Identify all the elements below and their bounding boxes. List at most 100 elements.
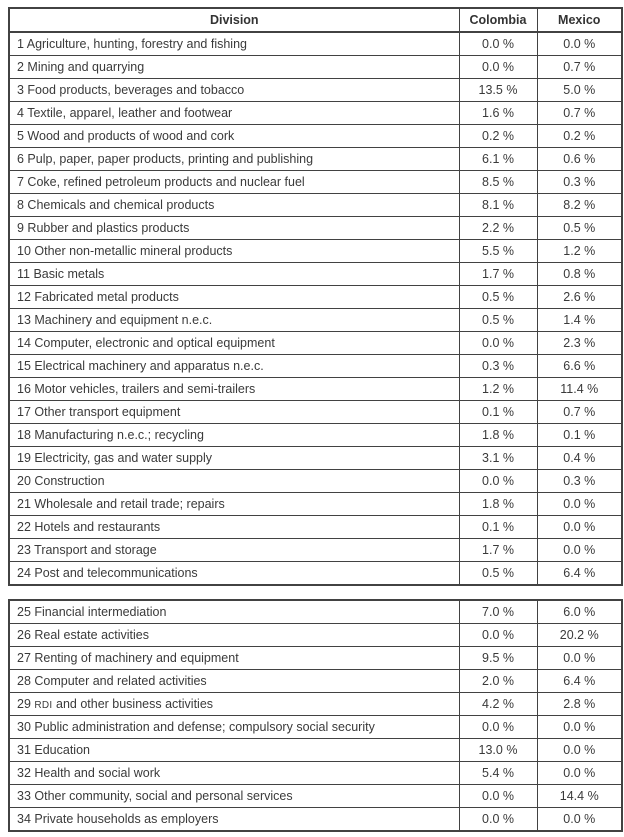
colombia-value-cell: 0.3 %	[458, 354, 538, 378]
division-cell: 21 Wholesale and retail trade; repairs	[8, 492, 460, 516]
division-cell: 15 Electrical machinery and apparatus n.…	[8, 354, 460, 378]
colombia-value-cell: 0.0 %	[458, 623, 538, 647]
colombia-value-cell: 0.0 %	[458, 331, 538, 355]
division-cell: 10 Other non-metallic mineral products	[8, 239, 460, 263]
colombia-value-cell: 0.0 %	[458, 784, 538, 808]
table-row: 25 Financial intermediation 7.0 % 6.0 %	[8, 599, 623, 624]
mexico-value-cell: 6.0 %	[536, 599, 623, 624]
division-cell: 30 Public administration and defense; co…	[8, 715, 460, 739]
mexico-value-cell: 8.2 %	[536, 193, 623, 217]
division-cell: 28 Computer and related activities	[8, 669, 460, 693]
division-cell: 11 Basic metals	[8, 262, 460, 286]
colombia-value-cell: 9.5 %	[458, 646, 538, 670]
column-header-colombia: Colombia	[458, 7, 538, 33]
colombia-value-cell: 0.0 %	[458, 55, 538, 79]
division-cell: 8 Chemicals and chemical products	[8, 193, 460, 217]
division-cell: 19 Electricity, gas and water supply	[8, 446, 460, 470]
mexico-value-cell: 1.4 %	[536, 308, 623, 332]
table-row: 11 Basic metals 1.7 % 0.8 %	[8, 262, 623, 286]
division-cell: 31 Education	[8, 738, 460, 762]
table-row: 15 Electrical machinery and apparatus n.…	[8, 354, 623, 378]
colombia-value-cell: 1.2 %	[458, 377, 538, 401]
table-row: 17 Other transport equipment 0.1 % 0.7 %	[8, 400, 623, 424]
division-cell: 9 Rubber and plastics products	[8, 216, 460, 240]
mexico-value-cell: 0.0 %	[536, 492, 623, 516]
division-cell: 2 Mining and quarrying	[8, 55, 460, 79]
colombia-value-cell: 0.1 %	[458, 515, 538, 539]
colombia-value-cell: 4.2 %	[458, 692, 538, 716]
table-row: 14 Computer, electronic and optical equi…	[8, 331, 623, 355]
table-row: 2 Mining and quarrying 0.0 % 0.7 %	[8, 55, 623, 79]
table-row: 28 Computer and related activities 2.0 % 6…	[8, 669, 623, 693]
colombia-value-cell: 1.6 %	[458, 101, 538, 125]
mexico-value-cell: 20.2 %	[536, 623, 623, 647]
table-row: 31 Education 13.0 % 0.0 %	[8, 738, 623, 762]
mexico-value-cell: 0.7 %	[536, 400, 623, 424]
table-row: 5 Wood and products of wood and cork 0.2 …	[8, 124, 623, 148]
colombia-value-cell: 0.5 %	[458, 285, 538, 309]
colombia-value-cell: 1.7 %	[458, 538, 538, 562]
table-row: 34 Private households as employers 0.0 % 0…	[8, 807, 623, 832]
table-row: 6 Pulp, paper, paper products, printing …	[8, 147, 623, 171]
table-row: 18 Manufacturing n.e.c.; recycling 1.8 % 0…	[8, 423, 623, 447]
mexico-value-cell: 11.4 %	[536, 377, 623, 401]
colombia-value-cell: 0.2 %	[458, 124, 538, 148]
mexico-value-cell: 6.4 %	[536, 669, 623, 693]
mexico-value-cell: 2.8 %	[536, 692, 623, 716]
mexico-value-cell: 0.0 %	[536, 31, 623, 56]
division-cell: 20 Construction	[8, 469, 460, 493]
division-cell: 5 Wood and products of wood and cork	[8, 124, 460, 148]
smallcaps-text: RDI	[34, 700, 53, 711]
colombia-value-cell: 1.7 %	[458, 262, 538, 286]
table-row: 21 Wholesale and retail trade; repairs 1.…	[8, 492, 623, 516]
table-row: 27 Renting of machinery and equipment 9.5…	[8, 646, 623, 670]
colombia-value-cell: 13.5 %	[458, 78, 538, 102]
column-header-mexico: Mexico	[536, 7, 623, 33]
table-row: 29 RDI and other business activities 4.2 …	[8, 692, 623, 716]
mexico-value-cell: 0.4 %	[536, 446, 623, 470]
division-cell: 16 Motor vehicles, trailers and semi-tra…	[8, 377, 460, 401]
table-row: 13 Machinery and equipment n.e.c. 0.5 % 1.…	[8, 308, 623, 332]
divisions-table-services: 25 Financial intermediation 7.0 % 6.0 % 26 …	[8, 599, 623, 832]
mexico-value-cell: 0.6 %	[536, 147, 623, 171]
mexico-value-cell: 5.0 %	[536, 78, 623, 102]
table-row: 7 Coke, refined petroleum products and n…	[8, 170, 623, 194]
mexico-value-cell: 2.6 %	[536, 285, 623, 309]
table-row: 8 Chemicals and chemical products 8.1 % 8.…	[8, 193, 623, 217]
division-cell: 7 Coke, refined petroleum products and n…	[8, 170, 460, 194]
divisions-table-industry: Division Colombia Mexico 1 Agriculture, …	[8, 7, 623, 586]
table-row: 19 Electricity, gas and water supply 3.1 …	[8, 446, 623, 470]
mexico-value-cell: 0.1 %	[536, 423, 623, 447]
colombia-value-cell: 13.0 %	[458, 738, 538, 762]
table-row: 26 Real estate activities 0.0 % 20.2 %	[8, 623, 623, 647]
mexico-value-cell: 0.3 %	[536, 170, 623, 194]
division-cell: 22 Hotels and restaurants	[8, 515, 460, 539]
colombia-value-cell: 6.1 %	[458, 147, 538, 171]
colombia-value-cell: 0.5 %	[458, 561, 538, 586]
table-row: 32 Health and social work 5.4 % 0.0 %	[8, 761, 623, 785]
table-row: 33 Other community, social and personal …	[8, 784, 623, 808]
division-cell: 26 Real estate activities	[8, 623, 460, 647]
division-cell: 14 Computer, electronic and optical equi…	[8, 331, 460, 355]
mexico-value-cell: 6.6 %	[536, 354, 623, 378]
table-row: 22 Hotels and restaurants 0.1 % 0.0 %	[8, 515, 623, 539]
mexico-value-cell: 0.3 %	[536, 469, 623, 493]
table-row: 12 Fabricated metal products 0.5 % 2.6 %	[8, 285, 623, 309]
column-header-division: Division	[8, 7, 460, 33]
table-body-divisions-1-24: 1 Agriculture, hunting, forestry and fis…	[8, 31, 623, 586]
table-row: 4 Textile, apparel, leather and footwear…	[8, 101, 623, 125]
colombia-value-cell: 0.0 %	[458, 807, 538, 832]
division-cell: 3 Food products, beverages and tobacco	[8, 78, 460, 102]
division-cell: 34 Private households as employers	[8, 807, 460, 832]
table-row: 20 Construction 0.0 % 0.3 %	[8, 469, 623, 493]
mexico-value-cell: 2.3 %	[536, 331, 623, 355]
division-cell: 27 Renting of machinery and equipment	[8, 646, 460, 670]
colombia-value-cell: 0.0 %	[458, 31, 538, 56]
division-cell: 32 Health and social work	[8, 761, 460, 785]
mexico-value-cell: 0.0 %	[536, 646, 623, 670]
division-cell: 25 Financial intermediation	[8, 599, 460, 624]
colombia-value-cell: 5.5 %	[458, 239, 538, 263]
colombia-value-cell: 1.8 %	[458, 423, 538, 447]
table-row: 3 Food products, beverages and tobacco 13…	[8, 78, 623, 102]
